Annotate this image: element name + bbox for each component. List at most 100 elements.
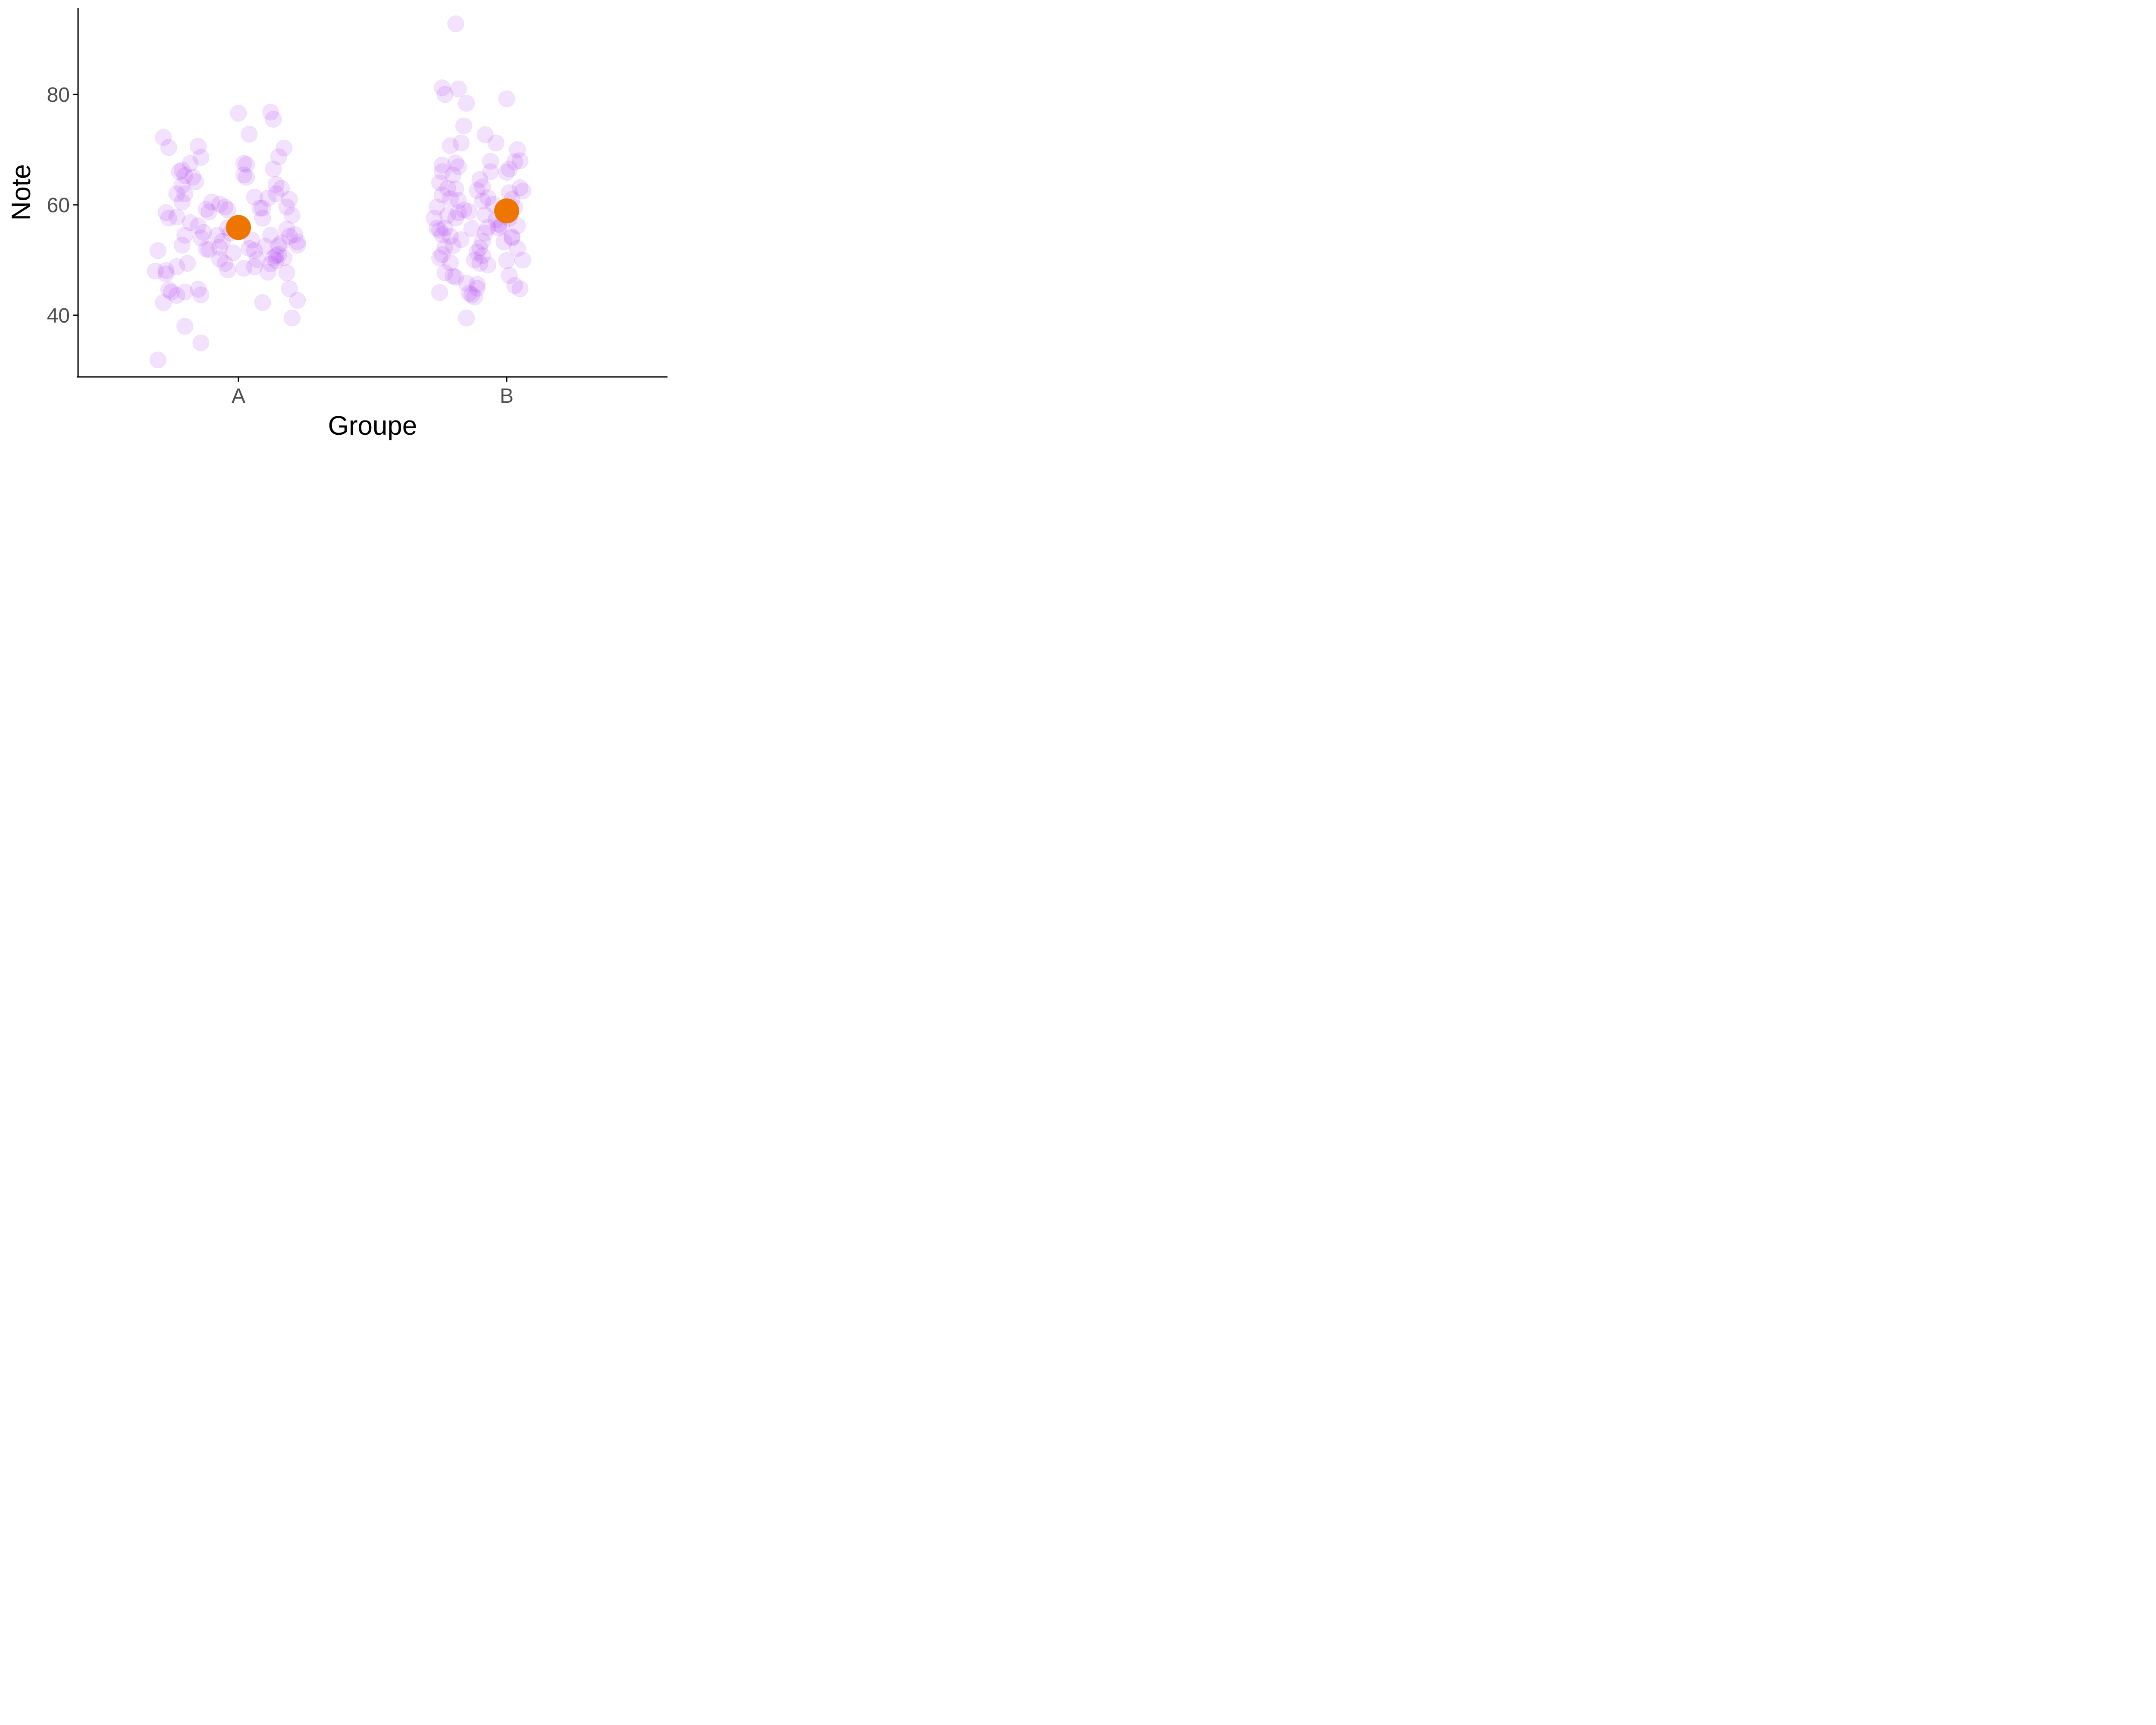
data-point-b-10 (445, 166, 462, 184)
data-point-b-19 (426, 210, 443, 227)
data-point-b-14 (434, 163, 451, 180)
data-point-b-57 (471, 171, 489, 188)
data-point-b-51 (474, 233, 491, 250)
data-point-b-40 (461, 203, 478, 220)
data-point-b-45 (463, 286, 480, 304)
data-point-a-42 (208, 226, 226, 244)
data-point-a-49 (203, 194, 220, 211)
data-point-b-50 (471, 239, 489, 257)
data-point-b-31 (442, 254, 459, 271)
y-tick-label-60: 60 (47, 194, 70, 217)
data-point-a-32 (190, 138, 207, 155)
data-point-b-71 (476, 126, 494, 143)
data-point-b-46 (469, 276, 486, 293)
data-point-a-2 (168, 185, 185, 202)
data-point-b-94 (501, 267, 518, 284)
data-point-a-64 (243, 232, 260, 249)
data-point-b-43 (461, 285, 478, 302)
data-point-b-55 (474, 192, 491, 210)
data-point-a-81 (267, 247, 285, 264)
data-point-b-52 (476, 224, 494, 242)
data-point-a-53 (225, 244, 242, 261)
data-point-a-80 (265, 249, 282, 267)
data-point-b-33 (447, 269, 464, 286)
mean-point-b (494, 198, 519, 224)
data-point-b-83 (509, 240, 526, 257)
data-point-a-3 (157, 204, 175, 221)
data-point-a-25 (190, 281, 207, 298)
data-point-b-47 (466, 251, 483, 269)
data-point-a-26 (192, 286, 210, 304)
data-point-b-66 (471, 255, 489, 272)
data-point-a-104 (276, 139, 293, 157)
data-point-a-22 (163, 283, 180, 301)
data-point-a-10 (155, 294, 172, 311)
data-point-a-16 (173, 194, 191, 211)
data-point-b-72 (498, 164, 515, 181)
data-point-b-44 (466, 289, 483, 306)
data-point-a-63 (251, 200, 269, 217)
data-point-b-88 (503, 229, 520, 247)
data-point-a-82 (270, 246, 287, 263)
data-point-a-69 (254, 294, 271, 311)
data-point-b-73 (501, 160, 518, 178)
data-point-a-98 (281, 280, 298, 298)
data-point-b-1 (436, 86, 454, 103)
data-point-b-81 (509, 217, 526, 235)
data-point-b-89 (495, 233, 513, 251)
data-point-b-26 (450, 204, 467, 221)
data-point-b-25 (439, 207, 456, 224)
data-point-a-13 (176, 167, 194, 184)
data-point-b-11 (439, 180, 456, 197)
data-point-a-103 (259, 263, 276, 281)
data-point-b-12 (434, 186, 451, 204)
x-tick-label-b: B (500, 385, 514, 408)
data-point-a-5 (149, 242, 166, 259)
data-point-a-90 (270, 148, 287, 166)
y-ticks: 40 60 80 (47, 84, 78, 327)
data-point-b-58 (474, 178, 491, 195)
data-point-b-42 (458, 275, 475, 292)
data-point-a-35 (182, 214, 199, 231)
data-points (147, 15, 531, 369)
data-point-a-95 (289, 233, 306, 251)
data-point-b-92 (511, 179, 529, 196)
data-point-a-61 (238, 169, 255, 186)
data-point-a-37 (197, 201, 215, 218)
data-point-a-18 (176, 226, 194, 244)
data-point-a-21 (179, 255, 196, 272)
data-point-a-39 (195, 224, 212, 241)
data-point-a-72 (265, 160, 282, 178)
data-point-a-68 (246, 258, 263, 275)
data-point-a-78 (262, 226, 279, 244)
data-point-b-48 (469, 244, 486, 261)
data-point-a-52 (211, 250, 228, 267)
data-point-a-75 (267, 185, 285, 202)
data-point-b-3 (447, 15, 464, 32)
data-point-a-92 (283, 207, 301, 224)
data-point-a-12 (173, 177, 191, 194)
data-point-b-4 (458, 95, 475, 112)
data-point-b-2 (450, 80, 467, 97)
data-point-a-29 (149, 351, 166, 369)
data-point-b-20 (428, 220, 445, 237)
data-point-b-35 (431, 284, 448, 301)
data-point-b-21 (431, 222, 448, 239)
data-point-b-13 (431, 174, 448, 191)
data-point-a-101 (254, 200, 271, 217)
data-point-b-15 (434, 157, 451, 174)
data-point-b-90 (498, 252, 515, 269)
data-point-a-48 (216, 198, 234, 216)
data-point-a-19 (173, 236, 191, 254)
data-point-a-15 (187, 173, 204, 190)
data-point-a-31 (184, 169, 201, 186)
data-point-a-14 (182, 155, 199, 172)
data-point-a-94 (286, 226, 304, 243)
x-tick-label-a: A (232, 385, 245, 408)
data-point-a-55 (219, 261, 236, 279)
data-point-a-96 (289, 236, 306, 254)
data-point-b-17 (442, 190, 459, 207)
data-point-b-36 (450, 192, 467, 209)
data-point-b-86 (511, 280, 529, 298)
